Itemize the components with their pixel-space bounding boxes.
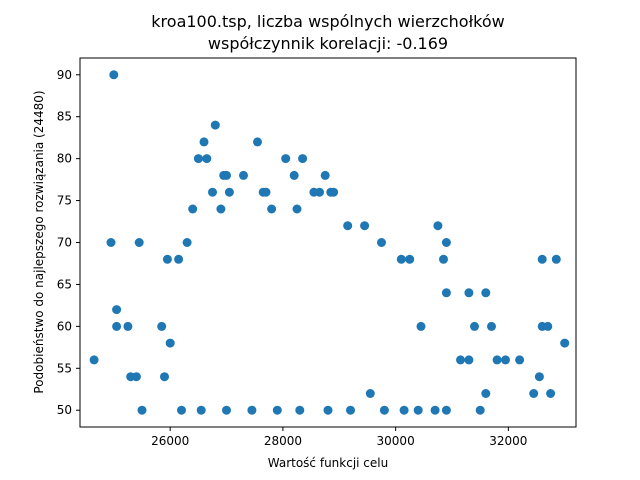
data-point xyxy=(123,321,133,331)
data-point xyxy=(295,405,305,415)
data-point xyxy=(475,405,485,415)
x-axis-ticks: 26000 28000 30000 32000 xyxy=(151,427,527,448)
y-tick-label: 85 xyxy=(57,110,72,124)
data-point xyxy=(157,321,167,331)
data-point xyxy=(182,238,192,247)
chart-title-line-2: współczynnik korelacji: -0.169 xyxy=(208,34,448,53)
data-point xyxy=(441,238,451,247)
data-point xyxy=(346,405,355,415)
y-tick-label: 65 xyxy=(57,277,72,291)
data-point xyxy=(315,187,324,197)
data-point xyxy=(137,405,147,415)
data-point xyxy=(433,221,443,231)
data-point xyxy=(515,355,525,365)
data-point xyxy=(405,254,415,264)
data-point xyxy=(162,254,172,264)
data-point xyxy=(464,355,474,365)
y-axis-ticks: 50 55 60 65 70 75 80 85 90 xyxy=(57,68,80,417)
data-point xyxy=(377,238,386,247)
data-point xyxy=(199,137,209,147)
data-point xyxy=(546,389,556,398)
data-point xyxy=(416,321,426,331)
data-point xyxy=(413,405,423,415)
data-point xyxy=(210,120,220,130)
data-point xyxy=(222,170,231,180)
data-point xyxy=(323,405,333,415)
data-point xyxy=(216,204,226,214)
data-point xyxy=(247,405,257,415)
data-point xyxy=(253,137,262,147)
data-point xyxy=(272,405,282,415)
data-point xyxy=(112,321,122,331)
y-tick-label: 55 xyxy=(57,361,72,375)
x-tick-label: 28000 xyxy=(264,434,302,448)
data-point xyxy=(399,405,409,415)
data-point xyxy=(534,372,544,382)
y-tick-label: 80 xyxy=(57,152,72,166)
data-point xyxy=(208,187,217,197)
y-axis-label: Podobieństwo do najlepszego rozwiązania … xyxy=(32,90,46,393)
data-point xyxy=(396,254,406,264)
data-point xyxy=(160,372,169,382)
x-tick-label: 32000 xyxy=(489,434,527,448)
data-point xyxy=(360,221,370,231)
data-point xyxy=(529,389,539,398)
data-point xyxy=(481,288,491,298)
chart-title-line-1: kroa100.tsp, liczba wspólnych wierzchołk… xyxy=(151,12,504,31)
data-point xyxy=(281,154,291,164)
data-point xyxy=(106,238,116,247)
data-point xyxy=(222,405,231,415)
data-point xyxy=(492,355,502,365)
data-point xyxy=(487,321,496,331)
data-point xyxy=(470,321,479,331)
data-point xyxy=(365,389,375,398)
data-point xyxy=(188,204,198,214)
y-tick-label: 75 xyxy=(57,194,72,208)
data-point xyxy=(441,405,451,415)
data-point xyxy=(292,204,302,214)
x-axis-label: Wartość funkcji celu xyxy=(268,456,388,470)
data-point xyxy=(131,372,141,382)
data-point xyxy=(196,405,206,415)
data-point xyxy=(343,221,353,231)
data-point xyxy=(202,154,212,164)
data-point xyxy=(379,405,389,415)
data-point xyxy=(261,187,271,197)
data-point xyxy=(320,170,330,180)
data-point xyxy=(456,355,465,365)
data-point xyxy=(481,389,491,398)
scatter-points xyxy=(89,70,570,415)
data-point xyxy=(560,338,570,348)
data-point xyxy=(89,355,99,365)
data-point xyxy=(165,338,175,348)
y-tick-label: 50 xyxy=(57,403,72,417)
data-point xyxy=(267,204,277,214)
data-point xyxy=(298,154,308,164)
data-point xyxy=(224,187,234,197)
data-point xyxy=(441,288,451,298)
data-point xyxy=(329,187,339,197)
data-point xyxy=(464,288,474,298)
y-tick-label: 70 xyxy=(57,236,72,250)
data-point xyxy=(112,305,122,315)
data-point xyxy=(177,405,186,415)
x-tick-label: 26000 xyxy=(151,434,189,448)
data-point xyxy=(134,238,144,247)
x-tick-label: 30000 xyxy=(377,434,415,448)
data-point xyxy=(501,355,510,365)
data-point xyxy=(430,405,440,415)
data-point xyxy=(439,254,448,264)
data-point xyxy=(543,321,553,331)
data-point xyxy=(239,170,248,180)
data-point xyxy=(193,154,203,164)
y-tick-label: 90 xyxy=(57,68,72,82)
y-tick-label: 60 xyxy=(57,319,72,333)
data-point xyxy=(109,70,119,80)
data-point xyxy=(537,254,547,264)
data-point xyxy=(551,254,561,264)
data-point xyxy=(289,170,299,180)
data-point xyxy=(174,254,184,264)
